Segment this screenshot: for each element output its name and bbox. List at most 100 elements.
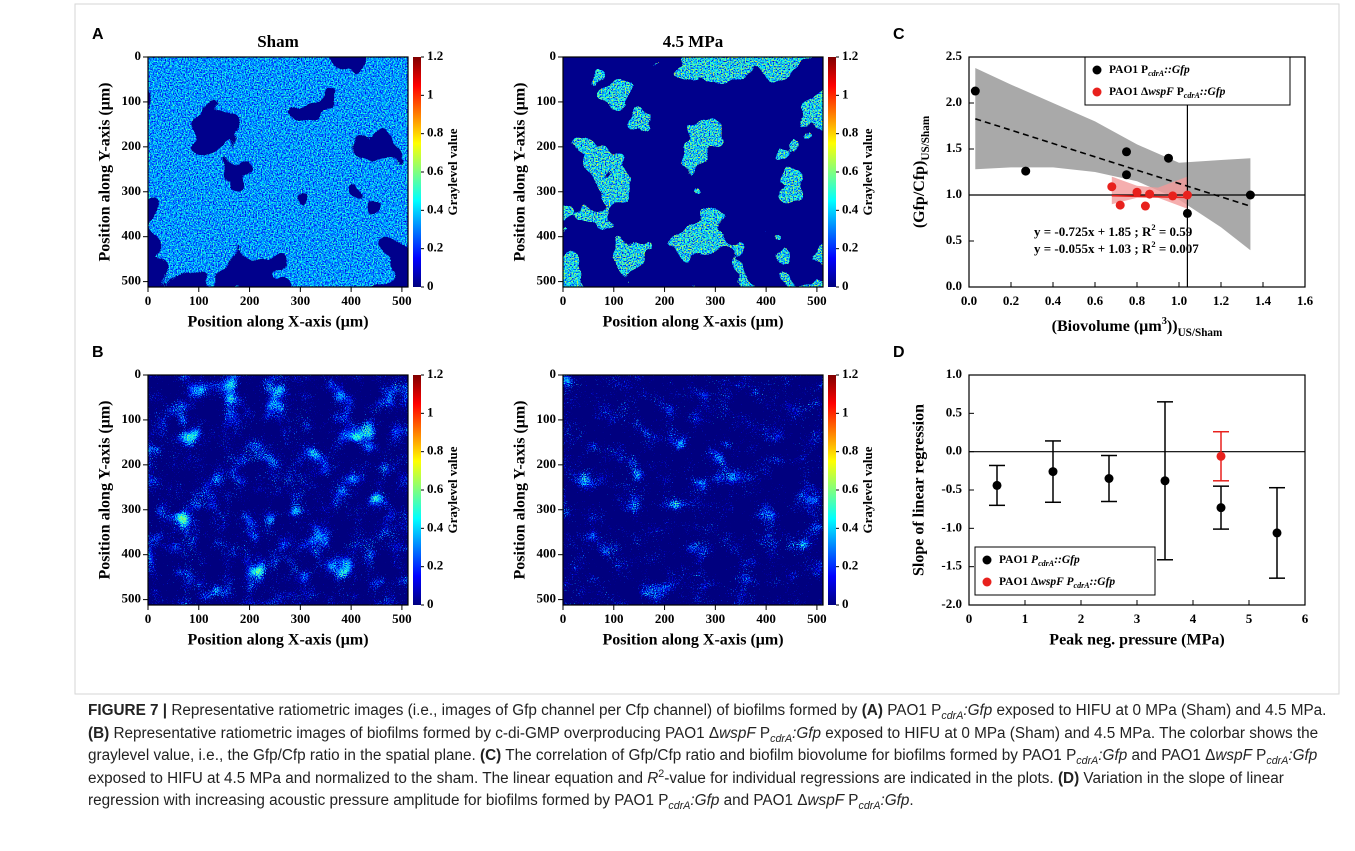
caption-run: (D)	[1057, 769, 1080, 787]
figure-frame	[74, 3, 1340, 695]
caption-run: wspF	[719, 724, 756, 742]
y-tick-label: 0.0	[946, 443, 962, 458]
text-run: y = -0.055x + 1.03 ; R	[1034, 241, 1152, 256]
y-tick-label: 300	[537, 501, 557, 516]
data-point	[1145, 189, 1155, 199]
x-tick-label: 100	[189, 611, 209, 626]
colorbar-tick-label: 0.8	[842, 443, 859, 458]
y-axis-label: Position along Y-axis (μm)	[97, 82, 114, 261]
text-run: ::Gfp	[1164, 64, 1190, 76]
colorbar-tick-label: 0.6	[842, 163, 859, 178]
colorbar-tick-label: 0.6	[842, 481, 859, 496]
caption-run: wspF	[1215, 747, 1252, 765]
x-axis-label: Position along X-axis (μm)	[602, 632, 783, 649]
colorbar	[413, 57, 421, 287]
x-axis-label: Peak neg. pressure (MPa)	[1049, 632, 1224, 649]
text-run: PAO1 Δ	[999, 576, 1039, 588]
caption-run: and PAO1 Δ	[1127, 747, 1216, 765]
colorbar-tick-label: 1	[427, 404, 434, 419]
colorbar-tick-label: 0.6	[427, 163, 444, 178]
colorbar	[828, 375, 836, 605]
text-run: US/Sham	[920, 115, 932, 160]
data-point	[1115, 200, 1125, 210]
x-tick-label: 1.4	[1255, 293, 1272, 308]
legend-marker	[982, 577, 992, 587]
y-tick-label: 0.5	[946, 232, 963, 247]
panel-label: B	[92, 344, 104, 361]
x-tick-label: 0.2	[1003, 293, 1019, 308]
caption-run: Variation in the slope of linear regress…	[88, 769, 1284, 810]
text-run: ::Gfp	[1054, 554, 1080, 566]
caption-run: :Gfp	[792, 724, 822, 742]
heatmap-image	[563, 375, 823, 605]
text-run: cdrA	[1148, 69, 1165, 78]
x-tick-label: 200	[240, 611, 260, 626]
text-run: (Biovolume (µm	[1052, 318, 1163, 335]
colorbar-tick-label: 0	[842, 278, 849, 293]
x-tick-label: 1	[1022, 611, 1029, 626]
image-title: 4.5 MPa	[663, 32, 724, 51]
x-tick-label: 100	[189, 293, 209, 308]
x-tick-label: 200	[655, 611, 675, 626]
caption-run: Representative ratiometric images of bio…	[109, 724, 720, 742]
legend-label: PAO1 ΔwspF PcdrA::Gfp	[999, 576, 1115, 591]
x-tick-label: 400	[341, 611, 361, 626]
data-point	[1245, 190, 1255, 200]
regression-equation: y = -0.055x + 1.03 ; R2 = 0.007	[1034, 239, 1199, 256]
text-run: ::Gfp	[1200, 86, 1226, 98]
y-tick-label: 500	[537, 273, 557, 288]
caption-run: :Gfp	[880, 792, 910, 810]
x-tick-label: 0	[145, 293, 152, 308]
x-tick-label: 300	[706, 293, 726, 308]
caption-run: R	[647, 769, 659, 787]
y-tick-label: 200	[537, 138, 557, 153]
data-point	[1272, 528, 1282, 538]
text-run: = 0.59	[1156, 224, 1193, 239]
y-tick-label: 400	[122, 546, 142, 561]
plot-frame	[147, 374, 409, 606]
y-tick-label: 200	[122, 456, 142, 471]
colorbar-tick-label: 0.8	[427, 443, 444, 458]
data-point	[992, 480, 1002, 490]
colorbar-tick-label: 0.4	[842, 519, 859, 534]
caption-run: cdrA	[941, 710, 964, 723]
text-run: US/Sham	[1178, 327, 1223, 339]
text-run: PAO1 P	[1109, 64, 1148, 76]
y-tick-label: 100	[122, 411, 142, 426]
y-tick-label: -1.0	[941, 519, 962, 534]
text-run: ::Gfp	[1090, 576, 1116, 588]
colorbar-tick-label: 0	[427, 278, 434, 293]
plot-frame	[562, 56, 824, 288]
y-tick-label: 100	[122, 93, 142, 108]
y-tick-label: 0	[135, 48, 142, 63]
x-tick-label: 500	[392, 611, 412, 626]
text-run: = 0.007	[1156, 241, 1200, 256]
caption-run: cdrA	[858, 800, 881, 813]
caption-run: (B)	[88, 724, 110, 742]
colorbar-tick-label: 0.2	[427, 240, 443, 255]
fit-line	[975, 118, 1251, 207]
text-run: ))	[1167, 318, 1178, 335]
regression-equation: y = -0.725x + 1.85 ; R2 = 0.59	[1034, 222, 1193, 239]
y-tick-label: 0	[550, 48, 557, 63]
x-tick-label: 500	[807, 293, 827, 308]
figure-caption: FIGURE 7 | Representative ratiometric im…	[88, 700, 1333, 813]
y-tick-label: 300	[122, 183, 142, 198]
data-point	[1122, 147, 1131, 157]
text-run: PAO1 Δ	[1109, 86, 1149, 98]
x-tick-label: 100	[604, 293, 624, 308]
x-tick-label: 1.0	[1171, 293, 1187, 308]
colorbar-tick-label: 1.2	[427, 48, 443, 63]
x-tick-label: 400	[756, 611, 776, 626]
x-tick-label: 500	[807, 611, 827, 626]
caption-run: :Gfp	[963, 702, 993, 719]
colorbar-tick-label: 0.6	[427, 481, 444, 496]
y-tick-label: 400	[537, 228, 557, 243]
x-axis-label: (Biovolume (µm3))US/Sham	[1052, 316, 1223, 339]
y-tick-label: 200	[122, 138, 142, 153]
text-run: P	[1174, 86, 1184, 98]
text-run: wspF P	[1038, 576, 1074, 588]
y-tick-label: 500	[537, 591, 557, 606]
y-tick-label: 100	[537, 411, 557, 426]
